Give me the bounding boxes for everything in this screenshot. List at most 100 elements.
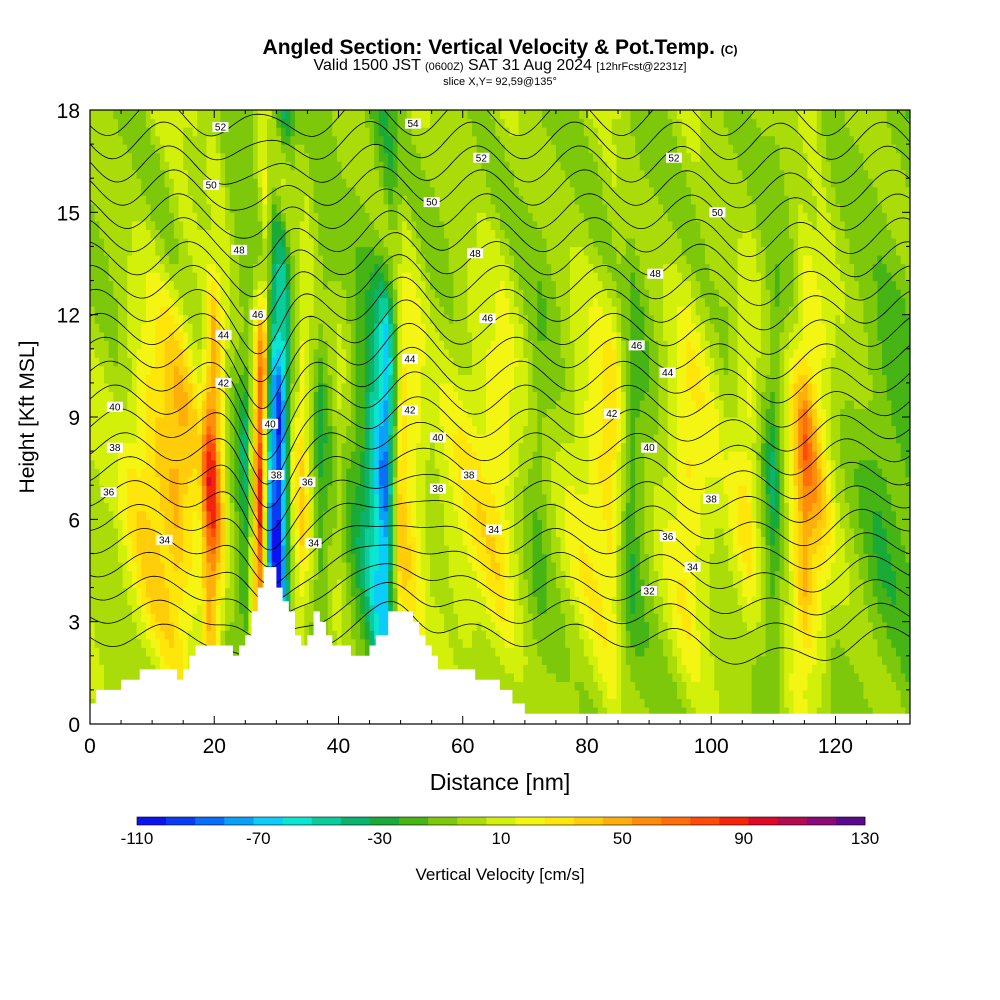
velocity-cell <box>304 340 310 350</box>
velocity-cell <box>99 672 105 682</box>
velocity-cell <box>397 417 403 427</box>
velocity-cell <box>192 621 198 631</box>
velocity-cell <box>285 399 291 410</box>
velocity-cell <box>304 544 310 555</box>
velocity-cell <box>332 118 338 128</box>
velocity-cell <box>131 459 138 469</box>
velocity-cell <box>322 254 329 265</box>
velocity-cell <box>364 263 371 273</box>
velocity-cell <box>267 434 273 444</box>
velocity-cell <box>117 220 124 230</box>
velocity-cell <box>364 502 371 512</box>
velocity-cell <box>388 459 394 469</box>
velocity-cell <box>99 502 105 512</box>
velocity-cell <box>369 229 375 239</box>
velocity-cell <box>397 502 403 512</box>
velocity-cell <box>206 442 212 452</box>
velocity-cell <box>392 536 399 546</box>
velocity-cell <box>318 237 324 248</box>
velocity-cell <box>313 374 319 384</box>
velocity-cell <box>308 417 315 427</box>
velocity-cell <box>239 587 245 597</box>
velocity-cell <box>169 195 175 205</box>
velocity-cell <box>397 442 403 452</box>
velocity-cell <box>406 553 413 563</box>
velocity-cell <box>141 630 147 640</box>
velocity-cell <box>341 127 347 137</box>
velocity-cell <box>178 306 184 316</box>
velocity-cell <box>215 365 222 375</box>
velocity-cell <box>295 510 301 520</box>
velocity-cell <box>332 638 338 648</box>
velocity-cell <box>201 604 208 614</box>
velocity-cell <box>322 178 329 188</box>
velocity-cell <box>108 561 114 572</box>
velocity-cell <box>253 127 259 137</box>
velocity-cell <box>281 587 287 597</box>
velocity-cell <box>113 323 119 333</box>
velocity-cell <box>234 289 240 299</box>
velocity-cell <box>155 195 161 205</box>
velocity-cell <box>169 630 175 640</box>
velocity-cell <box>271 399 277 410</box>
velocity-cell <box>159 638 166 648</box>
velocity-cell <box>239 553 245 563</box>
velocity-cell <box>127 630 133 640</box>
velocity-cell <box>192 553 198 563</box>
velocity-cell <box>383 459 389 469</box>
velocity-cell <box>262 434 268 444</box>
velocity-cell <box>355 596 361 606</box>
velocity-cell <box>131 195 138 205</box>
velocity-cell <box>383 425 389 435</box>
velocity-cell <box>113 391 119 401</box>
velocity-cell <box>192 161 198 171</box>
velocity-cell <box>211 186 217 196</box>
velocity-cell <box>164 152 170 162</box>
velocity-cell <box>336 280 343 290</box>
velocity-cell <box>192 212 198 222</box>
velocity-cell <box>341 365 347 375</box>
velocity-cell <box>141 220 147 230</box>
velocity-cell <box>360 263 366 273</box>
velocity-cell <box>355 340 361 350</box>
velocity-cell <box>346 493 352 503</box>
velocity-cell <box>131 169 138 179</box>
velocity-cell <box>164 323 170 333</box>
velocity-cell <box>374 459 380 469</box>
velocity-cell <box>271 195 277 205</box>
velocity-cell <box>169 544 175 555</box>
velocity-cell <box>295 536 301 546</box>
velocity-cell <box>346 169 352 179</box>
velocity-cell <box>267 476 273 486</box>
velocity-cell <box>346 604 352 614</box>
velocity-cell <box>290 135 296 145</box>
velocity-cell <box>159 348 166 358</box>
velocity-cell <box>364 399 371 410</box>
velocity-cell <box>253 246 259 256</box>
velocity-cell <box>392 493 399 503</box>
velocity-cell <box>103 442 110 452</box>
velocity-cell <box>299 587 305 597</box>
velocity-cell <box>183 135 189 145</box>
velocity-cell <box>248 289 254 299</box>
velocity-cell <box>178 323 184 333</box>
velocity-cell <box>374 246 380 256</box>
velocity-cell <box>322 323 329 333</box>
velocity-cell <box>332 391 338 401</box>
velocity-cell <box>257 417 263 427</box>
velocity-cell <box>360 519 366 529</box>
velocity-cell <box>299 621 305 631</box>
velocity-cell <box>267 237 273 248</box>
velocity-cell <box>332 340 338 350</box>
velocity-cell <box>332 399 338 410</box>
velocity-cell <box>318 417 324 427</box>
velocity-cell <box>374 587 380 597</box>
velocity-cell <box>350 314 357 324</box>
velocity-cell <box>178 314 184 324</box>
velocity-cell <box>355 118 361 128</box>
velocity-cell <box>276 417 282 427</box>
valid-time: Valid 1500 JST <box>313 57 421 74</box>
velocity-cell <box>364 561 371 572</box>
velocity-cell <box>271 229 277 239</box>
velocity-cell <box>225 638 231 648</box>
